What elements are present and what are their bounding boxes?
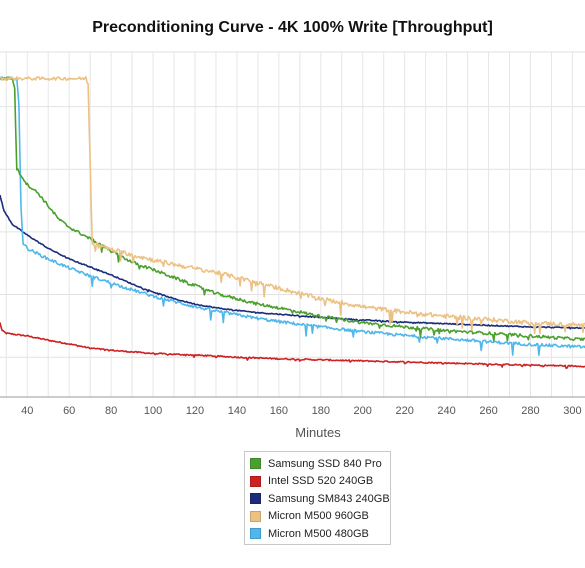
- x-tick-label: 120: [186, 405, 204, 417]
- grid-lines: [0, 51, 585, 398]
- legend-swatch: [250, 528, 261, 540]
- x-axis-title: Minutes: [295, 425, 341, 440]
- x-tick-label: 160: [270, 405, 288, 417]
- legend: Samsung SSD 840 Pro Intel SSD 520 240GB Sa…: [244, 451, 391, 545]
- x-tick-label: 40: [21, 405, 33, 417]
- x-tick-label: 200: [354, 405, 372, 417]
- legend-swatch: [250, 510, 261, 522]
- x-tick-label: 300: [563, 405, 581, 417]
- legend-swatch: [250, 493, 261, 505]
- legend-label: Samsung SM843 240GB: [268, 492, 390, 505]
- x-tick-labels: 40 60 80 100 120 140 160 180 200 220 240 260 280 300: [21, 405, 581, 417]
- legend-item: Micron M500 960GB: [250, 508, 390, 526]
- legend-label: Intel SSD 520 240GB: [268, 475, 374, 488]
- series-line: [0, 76, 585, 335]
- x-tick-label: 280: [521, 405, 539, 417]
- x-tick-label: 220: [395, 405, 413, 417]
- legend-swatch: [250, 475, 261, 487]
- series-lines: [0, 76, 585, 369]
- series-line: [0, 322, 585, 369]
- legend-item: Samsung SSD 840 Pro: [250, 455, 390, 473]
- chart-title: Preconditioning Curve - 4K 100% Write [T…: [92, 19, 493, 36]
- legend-label: Samsung SSD 840 Pro: [268, 457, 382, 470]
- x-tick-label: 60: [63, 405, 75, 417]
- x-tick-label: 80: [105, 405, 117, 417]
- legend-item: Micron M500 480GB: [250, 525, 390, 543]
- legend-swatch: [250, 458, 261, 470]
- x-tick-label: 240: [437, 405, 455, 417]
- legend-item: Samsung SM843 240GB: [250, 490, 390, 508]
- legend-item: Intel SSD 520 240GB: [250, 473, 390, 491]
- x-tick-label: 140: [228, 405, 246, 417]
- x-tick-label: 100: [144, 405, 162, 417]
- series-line: [0, 76, 585, 342]
- legend-label: Micron M500 480GB: [268, 527, 369, 540]
- legend-label: Micron M500 960GB: [268, 510, 369, 523]
- series-line: [0, 76, 585, 356]
- x-tick-label: 260: [479, 405, 497, 417]
- x-tick-label: 180: [312, 405, 330, 417]
- series-line: [0, 194, 585, 330]
